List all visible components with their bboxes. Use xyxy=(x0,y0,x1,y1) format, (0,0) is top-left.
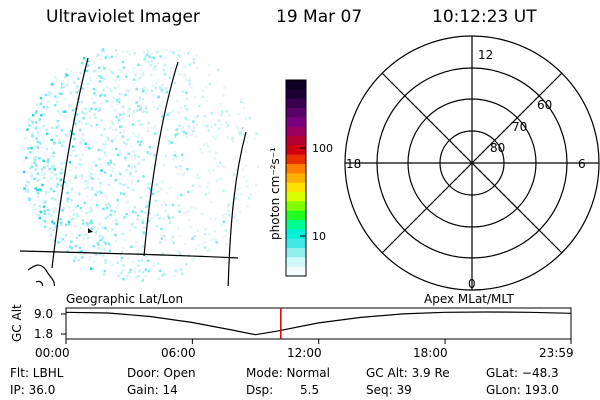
polar-diagonal-2 xyxy=(381,72,563,254)
colorbar-band xyxy=(286,145,306,156)
glon-status: GLon: 193.0 xyxy=(486,383,559,397)
colorbar-band xyxy=(286,117,306,128)
door-status: Door: Open xyxy=(127,366,196,380)
date-label: 19 Mar 07 xyxy=(276,7,363,27)
polar-label-12: 12 xyxy=(478,48,493,62)
colorbar-band xyxy=(286,238,306,249)
colorbar-band xyxy=(286,192,306,202)
mode-status: Mode: Normal xyxy=(246,366,330,380)
polar-lat-label-60: 60 xyxy=(537,98,552,112)
coastline-2 xyxy=(35,280,44,286)
colorbar-band xyxy=(286,229,306,240)
longitude-line-1 xyxy=(51,57,89,269)
alt-ymax-label: 9.0 xyxy=(34,307,53,321)
colorbar: 100 10 photon cm⁻²s⁻¹ xyxy=(268,79,333,277)
colorbar-band xyxy=(286,126,306,137)
alt-ymin-label: 1.8 xyxy=(34,327,53,341)
satellite-marker-icon xyxy=(88,228,93,233)
altitude-plot: Geographic Lat/Lon Apex MLat/MLT 9.0 1.8… xyxy=(10,292,574,360)
glat-status: GLat: −48.3 xyxy=(486,366,559,380)
colorbar-band xyxy=(286,80,306,90)
polar-label-6: 6 xyxy=(578,157,586,171)
colorbar-band xyxy=(286,257,306,268)
time-label: 10:12:23 UT xyxy=(432,7,537,27)
colorbar-tick-10: 10 xyxy=(312,230,326,243)
longitude-line-3 xyxy=(227,131,247,286)
map-title: Geographic Lat/Lon xyxy=(66,292,183,306)
xtick-1800: 18:00 xyxy=(413,346,448,360)
colorbar-band xyxy=(286,89,306,100)
xtick-2359: 23:59 xyxy=(539,346,574,360)
flt-status: Flt: LBHL xyxy=(10,366,64,380)
xtick-0000: 00:00 xyxy=(35,346,70,360)
polar-label-0: 0 xyxy=(468,277,476,291)
app-title: Ultraviolet Imager xyxy=(46,7,200,27)
colorbar-band xyxy=(286,136,306,146)
colorbar-band xyxy=(286,210,306,221)
colorbar-band xyxy=(286,98,306,109)
geographic-map xyxy=(20,48,260,286)
colorbar-band xyxy=(286,248,306,258)
colorbar-band xyxy=(286,220,306,230)
colorbar-band xyxy=(286,173,306,184)
polar-label-18: 18 xyxy=(346,157,361,171)
colorbar-band xyxy=(286,108,306,118)
seq-status: Seq: 39 xyxy=(366,383,412,397)
polar-plot xyxy=(344,35,600,291)
colorbar-gradient xyxy=(286,80,306,277)
latitude-line xyxy=(20,250,239,259)
colorbar-band xyxy=(286,182,306,193)
colorbar-band xyxy=(286,266,306,277)
altitude-curve xyxy=(65,311,572,336)
dsp-value: 5.5 xyxy=(300,383,320,397)
longitude-line-2 xyxy=(143,61,179,257)
coastline xyxy=(27,264,55,286)
colorbar-tick-100: 100 xyxy=(312,142,333,155)
apex-title: Apex MLat/MLT xyxy=(424,292,514,306)
aurora-speckle xyxy=(22,48,260,283)
polar-lat-label-70: 70 xyxy=(512,120,527,134)
colorbar-band xyxy=(286,201,306,212)
dsp-label: Dsp: xyxy=(246,383,274,397)
xtick-0600: 06:00 xyxy=(161,346,196,360)
colorbar-axis-label: photon cm⁻²s⁻¹ xyxy=(268,147,282,240)
colorbar-band xyxy=(286,154,306,165)
colorbar-band xyxy=(286,164,306,174)
ip-status: IP: 36.0 xyxy=(10,383,56,397)
gain-status: Gain: 14 xyxy=(127,383,178,397)
gcalt-status: GC Alt: 3.9 Re xyxy=(366,366,450,380)
xtick-1200: 12:00 xyxy=(287,346,322,360)
polar-lat-label-80: 80 xyxy=(490,141,505,155)
alt-axis-label: GC Alt xyxy=(10,304,24,342)
